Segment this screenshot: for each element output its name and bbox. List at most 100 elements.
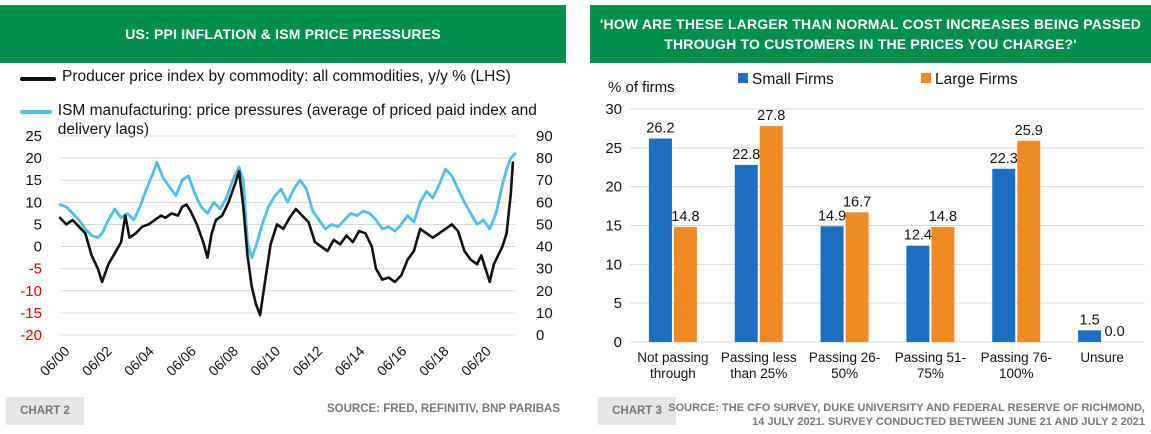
legend-ppi-label: Producer price index by commodity: all c… [62, 68, 511, 85]
y-tick-label: 30 [605, 101, 622, 118]
y-right-tick-label: 40 [536, 239, 553, 256]
y-right-tick-label: 60 [536, 194, 553, 211]
y-right-tick-label: 80 [536, 150, 553, 167]
category-label: Passing 76-100% [981, 350, 1052, 381]
ppi-ism-panel: US: PPI INFLATION & ISM PRICE PRESSURES … [0, 0, 566, 434]
chart-2-tag: CHART 2 [6, 397, 84, 425]
y-right-tick-label: 50 [536, 216, 553, 233]
x-tick-label: 06/16 [374, 343, 410, 379]
x-tick-label: 06/04 [121, 343, 157, 379]
y-left-tick-label: -20 [20, 327, 42, 344]
right-source-line-2: 14 JULY 2021. SURVEY CONDUCTED BETWEEN J… [752, 416, 1145, 428]
small-firms-value-label: 22.3 [990, 151, 1018, 167]
category-label: Passing less than 25% [721, 350, 797, 381]
category-label-line: Passing 76- [981, 350, 1052, 365]
category-label-line: Unsure [1080, 350, 1124, 365]
y-tick-label: 0 [614, 334, 622, 351]
ism-series-line [58, 152, 517, 259]
left-source: SOURCE: FRED, REFINITIV, BNP PARIBAS [326, 403, 560, 415]
y-axis-label: % of firms [608, 79, 675, 96]
x-tick-label: 06/08 [205, 343, 241, 379]
x-tick-label: 06/10 [247, 343, 283, 379]
legend-ism: ISM manufacturing: price pressures (aver… [20, 101, 565, 139]
x-tick-label: 06/02 [79, 343, 115, 379]
small-firms-bar [648, 138, 672, 342]
x-tick-label: 06/14 [331, 343, 367, 379]
large-firms-value-label: 0.0 [1104, 324, 1124, 340]
legend-swatch [921, 73, 931, 83]
y-right-tick-label: 90 [536, 128, 553, 145]
ppi-series-line [58, 161, 515, 317]
large-firms-value-label: 25.9 [1015, 123, 1043, 139]
category-label-line: Passing less [721, 350, 797, 365]
cfo-survey-panel: 'HOW ARE THESE LARGER THAN NORMAL COST I… [590, 0, 1151, 434]
large-firms-value-label: 27.8 [757, 108, 785, 124]
small-firms-bar [906, 245, 930, 342]
y-left-tick-label: -15 [20, 305, 42, 322]
category-label-line: Passing 26- [809, 350, 880, 365]
y-tick-label: 15 [605, 218, 622, 235]
x-tick-label: 06/06 [163, 343, 199, 379]
left-chart-title: US: PPI INFLATION & ISM PRICE PRESSURES [0, 5, 566, 63]
y-left-tick-label: 5 [34, 216, 42, 233]
y-left-tick-label: 0 [34, 239, 42, 256]
y-left-tick-label: -5 [29, 261, 42, 278]
small-firms-value-label: 14.9 [818, 208, 846, 224]
small-firms-bar [734, 164, 758, 342]
category-label: Passing 51-75% [895, 350, 966, 381]
y-right-tick-label: 70 [536, 172, 553, 189]
category-label-line: Not passing [637, 350, 708, 365]
category-label-line: 50% [831, 366, 858, 381]
category-label-line: 100% [999, 366, 1034, 381]
small-firms-value-label: 26.2 [646, 121, 674, 137]
legend-label: Large Firms [935, 71, 1018, 88]
bar-chart: 0 5 10 15 20 25 30 % of firms Small Firms Large … [605, 71, 1145, 381]
y-left-tick-label: -10 [20, 283, 42, 300]
y-tick-label: 20 [605, 179, 622, 196]
x-tick-label: 06/12 [289, 343, 325, 379]
y-left-tick-label: 20 [25, 150, 42, 167]
right-chart-title: 'HOW ARE THESE LARGER THAN NORMAL COST I… [590, 5, 1151, 63]
small-firms-value-label: 12.4 [904, 228, 932, 244]
large-firms-value-label: 14.8 [929, 209, 957, 225]
y-left-tick-label: 15 [25, 172, 42, 189]
large-firms-bar [673, 227, 697, 342]
x-tick-label: 06/20 [458, 343, 494, 379]
x-tick-label: 06/18 [416, 343, 452, 379]
y-right-tick-label: 0 [536, 327, 544, 344]
right-source-line-1: SOURCE: THE CFO SURVEY, DUKE UNIVERSITY … [668, 402, 1145, 414]
small-firms-bar [820, 226, 844, 342]
small-firms-value-label: 1.5 [1079, 312, 1099, 328]
legend-ism-label: ISM manufacturing: price pressures (aver… [57, 102, 537, 138]
small-firms-value-label: 22.8 [732, 147, 760, 163]
large-firms-value-label: 14.8 [671, 209, 699, 225]
legend-ppi: Producer price index by commodity: all c… [20, 68, 560, 86]
large-firms-bar [931, 227, 955, 342]
y-tick-label: 25 [605, 140, 622, 157]
y-tick-label: 5 [614, 295, 622, 312]
y-left-tick-label: 25 [25, 128, 42, 145]
x-tick-label: 06/00 [37, 343, 73, 379]
category-label-line: than 25% [730, 366, 787, 381]
large-firms-bar [845, 212, 869, 342]
category-label: Unsure [1080, 350, 1124, 365]
y-tick-label: 10 [605, 256, 622, 273]
legend-label: Small Firms [752, 71, 834, 88]
right-source: SOURCE: THE CFO SURVEY, DUKE UNIVERSITY … [668, 401, 1145, 429]
small-firms-bar [992, 168, 1016, 342]
category-label-line: through [650, 366, 696, 381]
category-label-line: 75% [917, 366, 944, 381]
legend-ppi-swatch [20, 77, 56, 81]
y-left-tick-label: 10 [25, 194, 42, 211]
category-label-line: Passing 51- [895, 350, 966, 365]
y-right-tick-label: 20 [536, 283, 553, 300]
y-right-tick-label: 30 [536, 261, 553, 278]
small-firms-bar [1078, 330, 1102, 342]
large-firms-value-label: 16.7 [843, 194, 871, 210]
large-firms-bar [759, 126, 783, 342]
category-label: Not passing through [637, 350, 708, 381]
large-firms-bar [1017, 140, 1041, 342]
y-right-tick-label: 10 [536, 305, 553, 322]
legend-ism-swatch [20, 110, 52, 114]
